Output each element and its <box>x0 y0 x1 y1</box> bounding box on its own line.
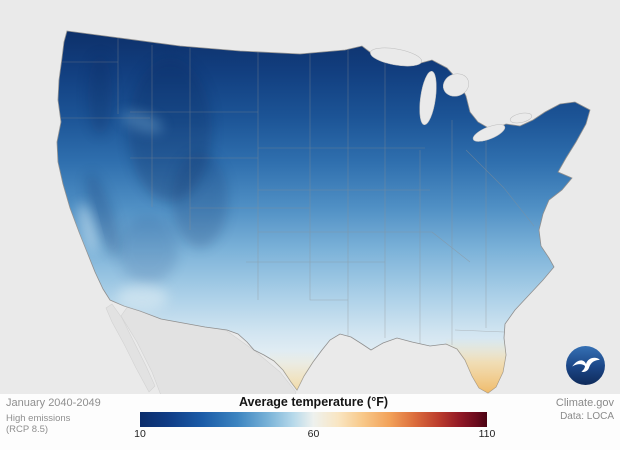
scenario-block: January 2040-2049 High emissions (RCP 8.… <box>6 397 101 435</box>
legend-tick-max: 110 <box>478 428 496 440</box>
footer: January 2040-2049 High emissions (RCP 8.… <box>0 394 620 450</box>
climate-gov-label: Climate.gov <box>555 397 614 409</box>
legend-tick-mid: 60 <box>307 428 320 440</box>
us-temperature-map <box>56 30 591 398</box>
attribution-block: Climate.gov Data: LOCA <box>556 397 614 423</box>
lake-ontario <box>509 112 533 124</box>
temperature-colorbar <box>140 412 487 427</box>
lake-michigan <box>419 70 437 126</box>
noaa-logo <box>566 346 605 385</box>
scenario-label: High emissions <box>6 413 71 424</box>
surrounding-landmass <box>105 303 297 398</box>
mexico-landmass <box>120 305 297 398</box>
legend-title: Average temperature (°F) <box>238 395 389 409</box>
lake-erie <box>472 124 506 142</box>
great-lakes <box>370 47 533 142</box>
state-boundaries <box>57 38 535 345</box>
legend-ticks: 10 60 110 <box>134 428 495 441</box>
lake-superior <box>370 47 422 67</box>
scenario-detail-label: (RCP 8.5) <box>6 424 49 435</box>
temperature-legend: Average temperature (°F) 10 60 110 <box>134 395 495 441</box>
lake-huron <box>442 73 470 97</box>
data-source-label: Data: LOCA <box>560 411 614 422</box>
florida-warm-overlay <box>446 336 512 393</box>
period-label: January 2040-2049 <box>6 397 101 409</box>
noaa-seagull-icon <box>572 357 600 372</box>
baja-landmass <box>105 303 156 393</box>
mountain-shading <box>79 55 228 311</box>
legend-tick-min: 10 <box>134 428 146 440</box>
